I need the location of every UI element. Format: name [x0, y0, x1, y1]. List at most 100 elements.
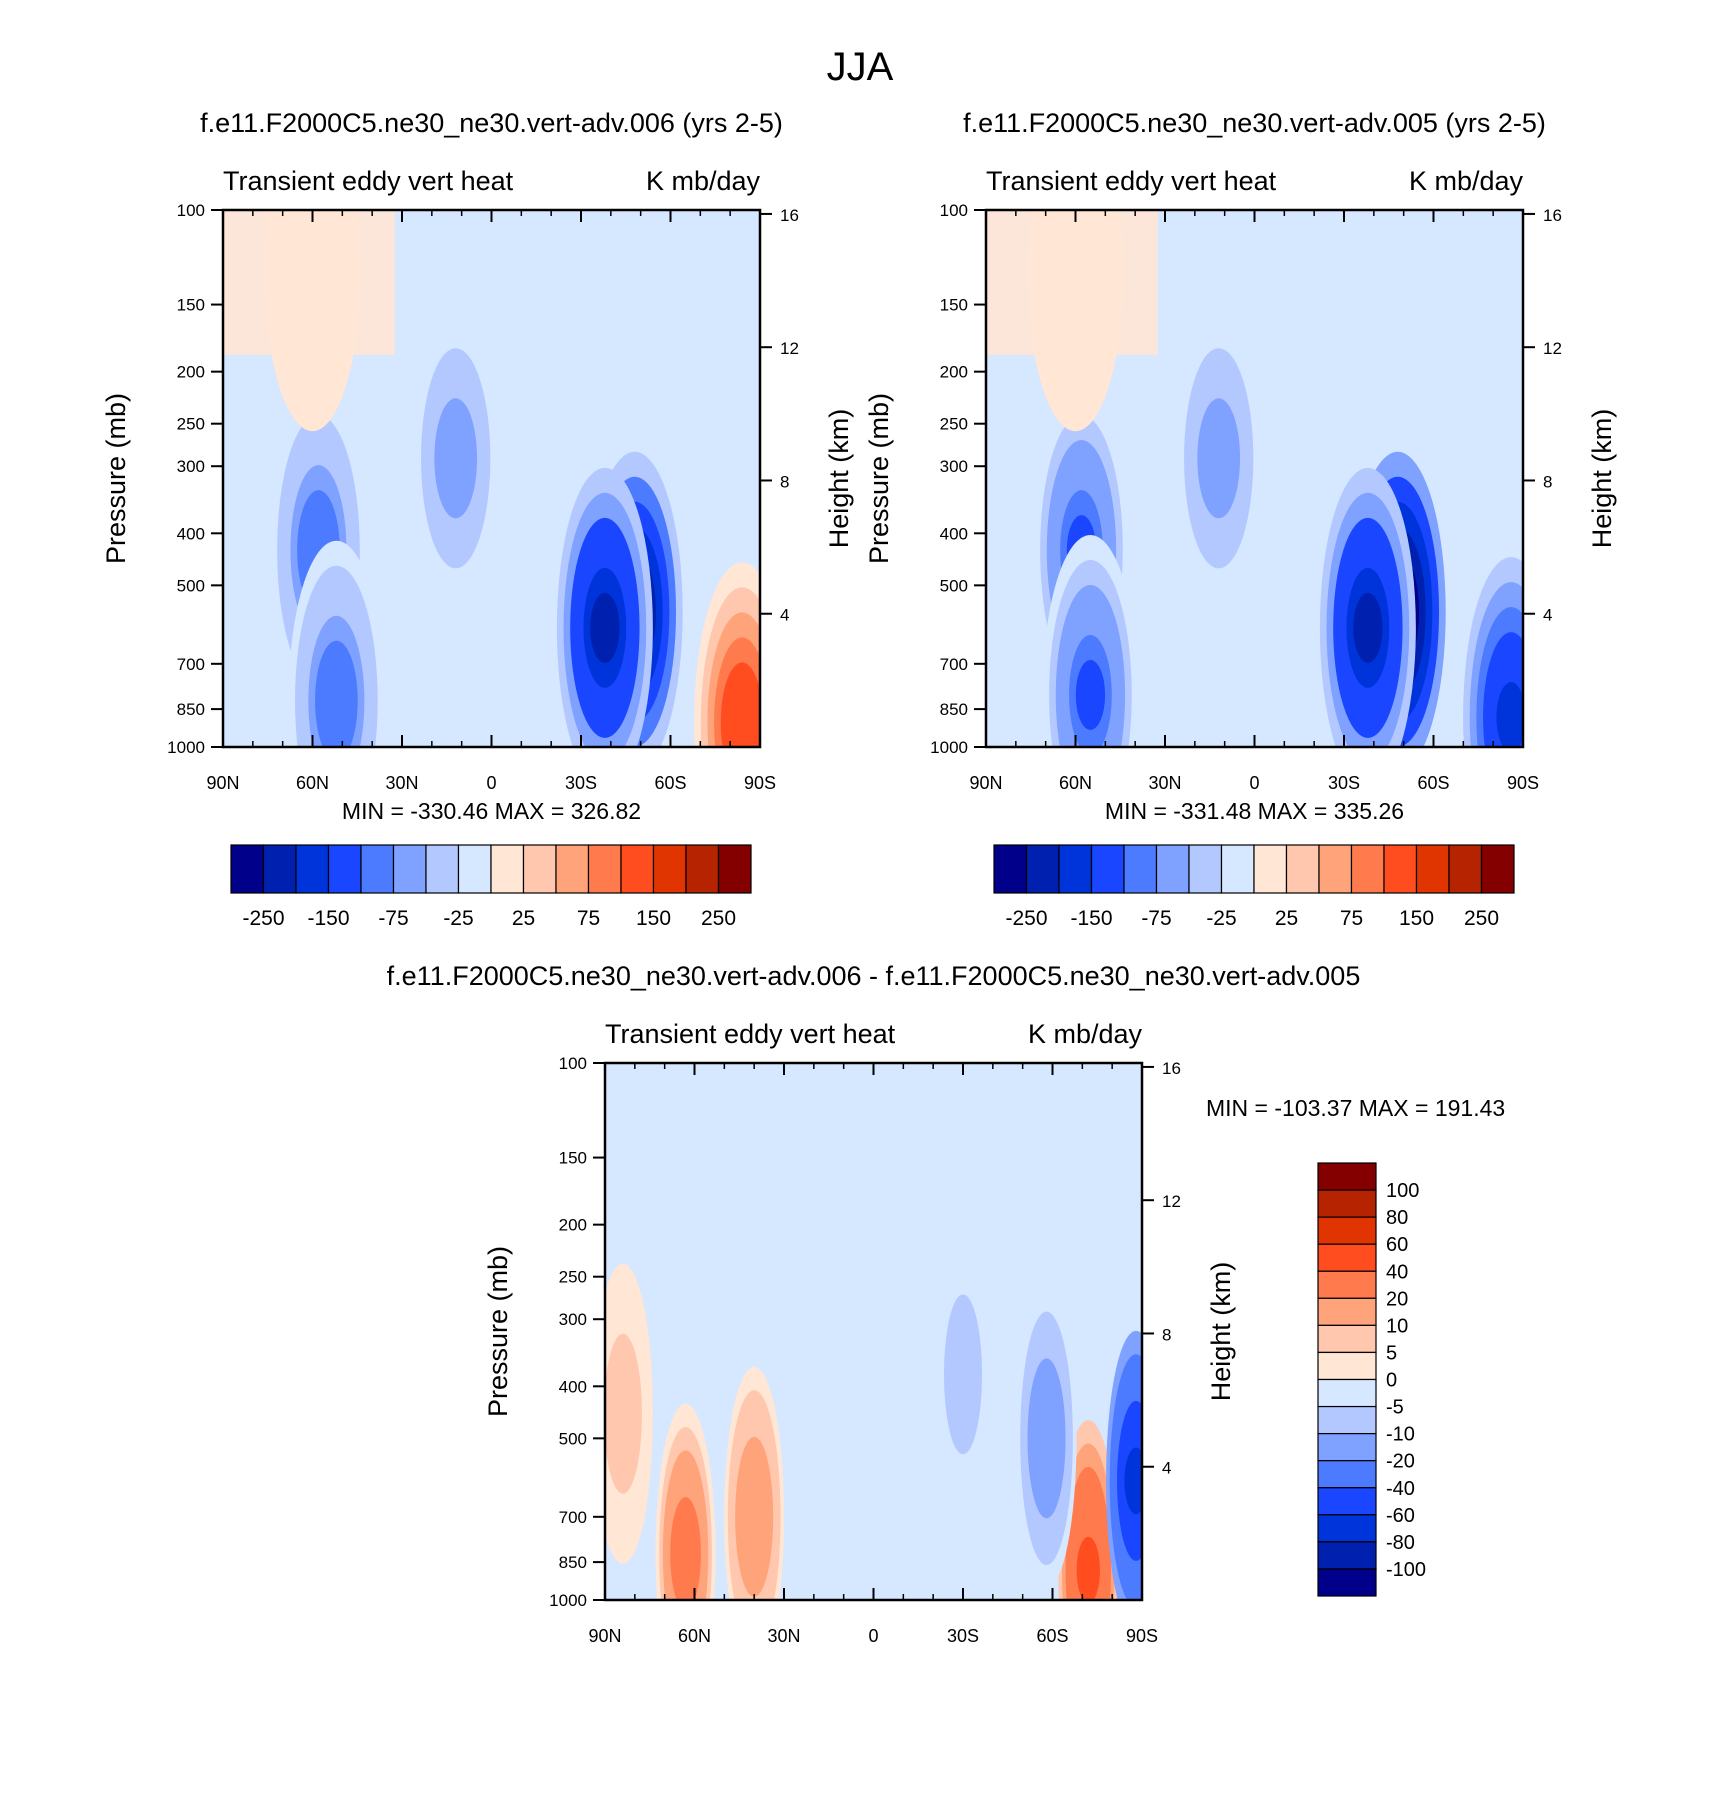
colorbar-swatch	[1317, 1541, 1377, 1570]
colorbar-label: 75	[1340, 907, 1363, 930]
colorbar-swatch	[620, 844, 655, 894]
y-right-tick-label: 8	[1162, 1325, 1171, 1344]
colorbar-swatch	[1220, 844, 1255, 894]
colorbar-label: -40	[1386, 1478, 1415, 1500]
x-tick-label: 30N	[385, 773, 418, 793]
y-tick-label: 150	[940, 296, 968, 315]
colorbar-swatch	[1317, 1162, 1377, 1191]
colorbar-label: -250	[242, 907, 284, 930]
colorbar: -250 -150 -75 -25 25 75 150 250	[230, 844, 752, 930]
contour-feature-3	[673, 1520, 698, 1588]
colorbar-label: 25	[512, 907, 535, 930]
colorbar-swatch	[1317, 1270, 1377, 1299]
x-tick-label: 60N	[1059, 773, 1092, 793]
x-tick-label: 60N	[296, 773, 329, 793]
colorbar-label: 25	[1275, 907, 1298, 930]
colorbar-swatch	[1317, 1378, 1377, 1408]
panel-title: f.e11.F2000C5.ne30_ne30.vert-adv.005 (yr…	[963, 108, 1546, 138]
min-max-stats: MIN = -103.37 MAX = 191.43	[1206, 1095, 1505, 1121]
y-tick-label: 250	[940, 415, 968, 434]
colorbar-swatch	[993, 844, 1028, 894]
y-right-tick-label: 8	[1543, 472, 1552, 491]
y-tick-label: 500	[559, 1429, 587, 1448]
colorbar-label: -25	[1206, 907, 1236, 930]
colorbar-swatch	[685, 844, 720, 894]
x-tick-label: 30S	[947, 1626, 979, 1646]
colorbar-swatch	[1025, 844, 1060, 894]
x-tick-label: 0	[486, 773, 496, 793]
contour-feature-2	[590, 592, 620, 663]
y-tick-label: 100	[559, 1054, 587, 1073]
panel-2: f.e11.F2000C5.ne30_ne30.vert-adv.005 (yr…	[864, 108, 1617, 930]
x-tick-label: 60S	[1036, 1626, 1068, 1646]
y-tick-label: 500	[177, 576, 205, 595]
x-tick-label: 60S	[654, 773, 686, 793]
subtitle-right: K mb/day	[1028, 1019, 1143, 1049]
colorbar-swatch	[1480, 844, 1515, 894]
colorbar-swatch	[295, 844, 330, 894]
contour-feature-7	[951, 1341, 975, 1408]
colorbar-label: 0	[1386, 1370, 1397, 1392]
colorbar-swatch	[587, 844, 622, 894]
y-tick-label: 400	[177, 524, 205, 543]
colorbar-label: -60	[1386, 1505, 1415, 1527]
panel-3: f.e11.F2000C5.ne30_ne30.vert-adv.006 - f…	[387, 961, 1506, 1646]
colorbar-swatch	[652, 844, 687, 894]
y-right-tick-label: 8	[780, 472, 789, 491]
panel-1: f.e11.F2000C5.ne30_ne30.vert-adv.006 (yr…	[101, 108, 854, 930]
y-axis-label: Pressure (mb)	[864, 393, 894, 564]
contour-feature-5	[441, 423, 471, 494]
colorbar-label: 250	[701, 907, 736, 930]
colorbar-label: 250	[1464, 907, 1499, 930]
y-right-tick-label: 16	[780, 206, 799, 225]
y-right-tick-label: 12	[1162, 1192, 1181, 1211]
colorbar-swatch	[1317, 1243, 1377, 1272]
x-tick-label: 0	[1249, 773, 1259, 793]
colorbar-swatch	[230, 844, 265, 894]
colorbar-swatch	[1317, 1460, 1377, 1489]
colorbar-label: 5	[1386, 1342, 1397, 1364]
colorbar-swatch	[1383, 844, 1418, 894]
subtitle-left: Transient eddy vert heat	[986, 166, 1277, 196]
colorbar-label: -80	[1386, 1532, 1415, 1554]
colorbar-swatch	[1123, 844, 1158, 894]
contour-feature-6	[1034, 1405, 1059, 1472]
colorbar-label: 150	[1399, 907, 1434, 930]
colorbar-swatch	[1058, 844, 1093, 894]
x-tick-label: 90S	[744, 773, 776, 793]
colorbar-swatch	[522, 844, 557, 894]
subtitle-right: K mb/day	[1409, 166, 1524, 196]
y-axis-label: Pressure (mb)	[101, 393, 131, 564]
colorbar-label: -25	[443, 907, 473, 930]
y-tick-label: 200	[177, 363, 205, 382]
y-tick-label: 100	[177, 201, 205, 220]
colorbar-swatch	[1253, 844, 1288, 894]
colorbar-label: -5	[1386, 1397, 1404, 1419]
colorbar-swatch	[1317, 1433, 1377, 1462]
y-tick-label: 1000	[167, 738, 205, 757]
y-tick-label: 400	[559, 1377, 587, 1396]
colorbar-swatch	[1317, 1324, 1377, 1354]
colorbar-swatch	[1090, 844, 1125, 894]
y-right-axis-label: Height (km)	[1587, 409, 1617, 549]
colorbar-swatch	[1415, 844, 1450, 894]
colorbar-label: 150	[636, 907, 671, 930]
x-tick-label: 0	[868, 1626, 878, 1646]
colorbar-label: 10	[1386, 1315, 1408, 1337]
min-max-stats: MIN = -330.46 MAX = 326.82	[342, 798, 641, 824]
y-tick-label: 850	[559, 1553, 587, 1572]
colorbar-label: -100	[1386, 1559, 1426, 1581]
colorbar-swatch	[1317, 1189, 1377, 1218]
contour-feature-5	[1204, 423, 1234, 494]
x-tick-label: 30N	[767, 1626, 800, 1646]
colorbar-label: -250	[1005, 907, 1047, 930]
y-right-tick-label: 4	[1162, 1459, 1171, 1478]
y-tick-label: 700	[177, 655, 205, 674]
colorbar-swatch	[490, 844, 525, 894]
contour-feature-7	[727, 687, 757, 747]
y-right-tick-label: 16	[1162, 1059, 1181, 1078]
y-right-tick-label: 12	[780, 339, 799, 358]
colorbar: -250 -150 -75 -25 25 75 150 250	[993, 844, 1515, 930]
y-tick-label: 1000	[930, 738, 968, 757]
colorbar-swatch	[327, 844, 362, 894]
